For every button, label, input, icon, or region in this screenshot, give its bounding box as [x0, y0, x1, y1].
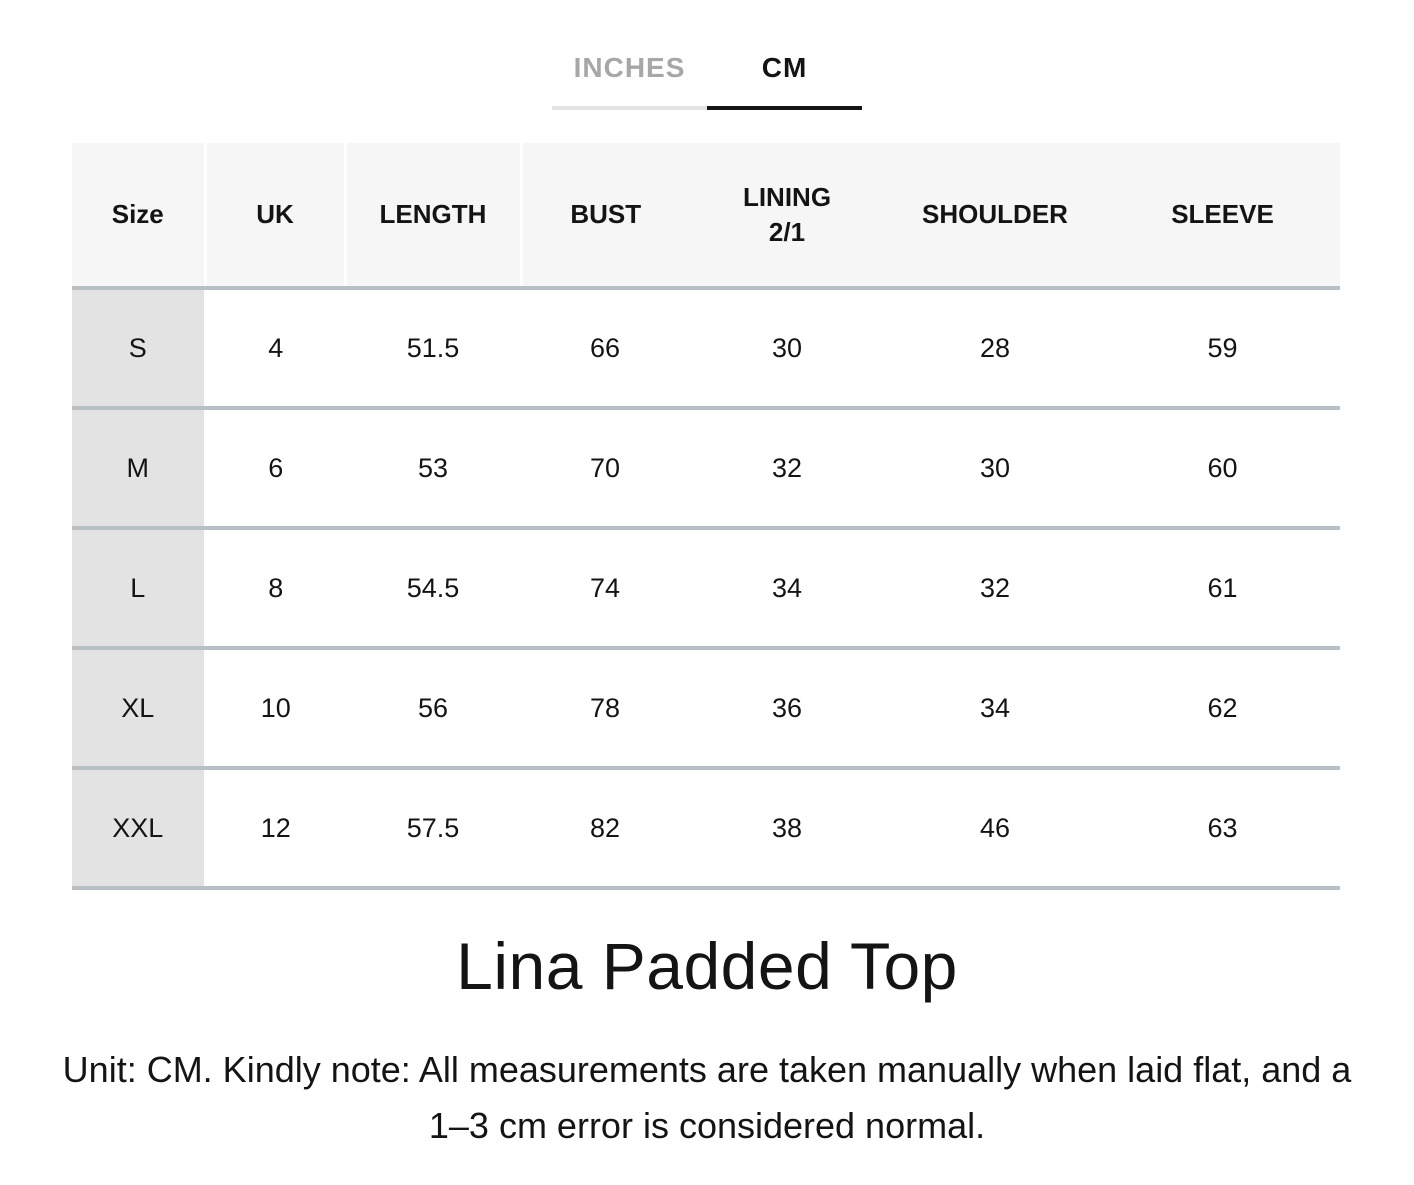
tab-cm[interactable]: CM	[707, 52, 862, 110]
header-cell-lining: LINING 2/1	[689, 143, 885, 290]
table-header-row: Size UK LENGTH BUST LINING 2/1 SHOULDER S…	[72, 143, 1340, 290]
cell-uk: 6	[205, 408, 345, 530]
tab-inches[interactable]: INCHES	[552, 52, 707, 110]
size-label: M	[72, 408, 207, 530]
header-cell-uk: UK	[205, 143, 347, 290]
cell-shoulder: 30	[885, 408, 1105, 530]
table-row-xxl: XXL 12 57.5 82 38 46 63	[72, 768, 1340, 890]
cell-length: 53	[345, 408, 521, 530]
cell-bust: 74	[521, 528, 689, 650]
size-chart-table: Size UK LENGTH BUST LINING 2/1 SHOULDER S…	[72, 143, 1340, 890]
cell-uk: 10	[205, 648, 345, 770]
table-row-l: L 8 54.5 74 34 32 61	[72, 528, 1340, 650]
header-cell-bust: BUST	[521, 143, 689, 290]
header-cell-shoulder: SHOULDER	[885, 143, 1105, 290]
cell-length: 57.5	[345, 768, 521, 890]
cell-sleeve: 60	[1105, 408, 1340, 530]
cell-lining: 38	[689, 768, 885, 890]
cell-bust: 70	[521, 408, 689, 530]
table-row-s: S 4 51.5 66 30 28 59	[72, 288, 1340, 410]
cell-lining: 30	[689, 288, 885, 410]
header-cell-sleeve: SLEEVE	[1105, 143, 1340, 290]
header-cell-length: LENGTH	[345, 143, 523, 290]
unit-tabs: INCHES CM	[0, 0, 1414, 110]
cell-bust: 66	[521, 288, 689, 410]
cell-uk: 8	[205, 528, 345, 650]
product-title: Lina Padded Top	[456, 929, 958, 1003]
header-cell-size: Size	[72, 143, 207, 290]
cell-uk: 12	[205, 768, 345, 890]
cell-shoulder: 32	[885, 528, 1105, 650]
cell-sleeve: 63	[1105, 768, 1340, 890]
cell-shoulder: 46	[885, 768, 1105, 890]
measurement-note: Unit: CM. Kindly note: All measurements …	[62, 1049, 1352, 1146]
table-row-xl: XL 10 56 78 36 34 62	[72, 648, 1340, 770]
cell-sleeve: 61	[1105, 528, 1340, 650]
cell-sleeve: 62	[1105, 648, 1340, 770]
cell-length: 51.5	[345, 288, 521, 410]
cell-lining: 36	[689, 648, 885, 770]
cell-uk: 4	[205, 288, 345, 410]
cell-bust: 82	[521, 768, 689, 890]
size-label: L	[72, 528, 207, 650]
cell-sleeve: 59	[1105, 288, 1340, 410]
cell-shoulder: 28	[885, 288, 1105, 410]
size-label: XXL	[72, 768, 207, 890]
cell-bust: 78	[521, 648, 689, 770]
cell-shoulder: 34	[885, 648, 1105, 770]
size-label: XL	[72, 648, 207, 770]
table-row-m: M 6 53 70 32 30 60	[72, 408, 1340, 530]
cell-length: 56	[345, 648, 521, 770]
cell-lining: 32	[689, 408, 885, 530]
size-label: S	[72, 288, 207, 410]
cell-length: 54.5	[345, 528, 521, 650]
cell-lining: 34	[689, 528, 885, 650]
